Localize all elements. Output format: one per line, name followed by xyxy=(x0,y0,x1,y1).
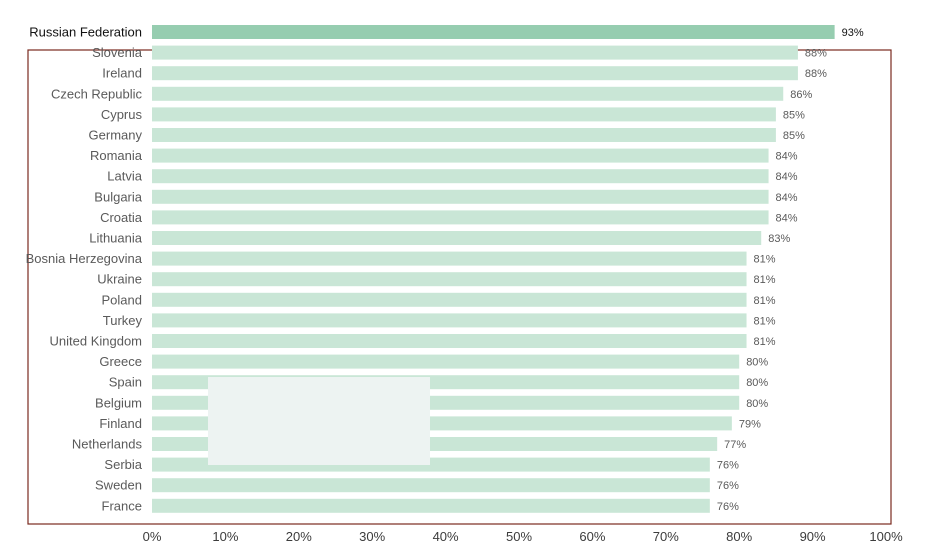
bar-bosnia-herzegovina xyxy=(152,251,747,266)
category-label-bulgaria: Bulgaria xyxy=(94,189,142,204)
bar-sweden xyxy=(152,478,710,493)
bar-czech-republic xyxy=(152,86,784,101)
bar-romania xyxy=(152,148,769,163)
value-label-finland: 79% xyxy=(739,418,761,430)
category-label-belgium: Belgium xyxy=(95,395,142,410)
value-label-serbia: 76% xyxy=(717,460,739,472)
value-label-netherlands: 77% xyxy=(724,439,746,451)
bar-slovenia xyxy=(152,45,798,60)
category-label-bosnia-herzegovina: Bosnia Herzegovina xyxy=(26,251,143,266)
value-label-latvia: 84% xyxy=(776,171,798,183)
category-label-romania: Romania xyxy=(90,148,143,163)
category-label-greece: Greece xyxy=(99,354,142,369)
category-label-serbia: Serbia xyxy=(104,457,142,472)
x-axis-ticks: 0% 10% 20% 30% 40% 50% 60% 70% 80% 90% 100% xyxy=(143,529,903,544)
bar-poland xyxy=(152,292,747,307)
value-label-ukraine: 81% xyxy=(754,274,776,286)
x-tick-label-10: 10% xyxy=(212,529,238,544)
value-label-united-kingdom: 81% xyxy=(754,336,776,348)
category-label-united-kingdom: United Kingdom xyxy=(50,334,143,349)
x-tick-label-70: 70% xyxy=(653,529,679,544)
category-label-russian-federation: Russian Federation xyxy=(29,25,142,40)
bar-france xyxy=(152,498,710,513)
category-label-spain: Spain xyxy=(109,375,142,390)
x-tick-label-50: 50% xyxy=(506,529,532,544)
bar-greece xyxy=(152,354,740,369)
x-tick-label-20: 20% xyxy=(286,529,312,544)
value-label-lithuania: 83% xyxy=(768,233,790,245)
value-label-poland: 81% xyxy=(754,295,776,307)
x-tick-label-100: 100% xyxy=(869,529,903,544)
value-label-ireland: 88% xyxy=(805,68,827,80)
value-label-czech-republic: 86% xyxy=(790,89,812,101)
value-label-croatia: 84% xyxy=(776,212,798,224)
bar-latvia xyxy=(152,169,769,184)
value-label-germany: 85% xyxy=(783,130,805,142)
value-label-bulgaria: 84% xyxy=(776,192,798,204)
bar-croatia xyxy=(152,210,769,225)
x-tick-label-90: 90% xyxy=(800,529,826,544)
bar-ireland xyxy=(152,66,798,81)
category-label-latvia: Latvia xyxy=(107,169,142,184)
value-label-turkey: 81% xyxy=(754,315,776,327)
value-label-sweden: 76% xyxy=(717,480,739,492)
x-tick-label-0: 0% xyxy=(143,529,162,544)
value-label-cyprus: 85% xyxy=(783,109,805,121)
category-label-netherlands: Netherlands xyxy=(72,437,143,452)
category-label-germany: Germany xyxy=(89,128,143,143)
category-label-turkey: Turkey xyxy=(103,313,143,328)
category-label-ukraine: Ukraine xyxy=(97,272,142,287)
category-label-slovenia: Slovenia xyxy=(92,45,143,60)
category-label-poland: Poland xyxy=(102,292,142,307)
bar-cyprus xyxy=(152,107,776,122)
category-label-finland: Finland xyxy=(99,416,142,431)
category-label-czech-republic: Czech Republic xyxy=(51,86,143,101)
value-label-belgium: 80% xyxy=(746,398,768,410)
bars-group xyxy=(152,25,835,513)
bar-lithuania xyxy=(152,231,762,245)
value-label-slovenia: 88% xyxy=(805,48,827,60)
x-tick-label-80: 80% xyxy=(726,529,752,544)
value-label-russian-federation: 93% xyxy=(842,27,864,39)
value-label-romania: 84% xyxy=(776,151,798,163)
bar-germany xyxy=(152,128,776,142)
bar-ukraine xyxy=(152,272,747,287)
category-label-ireland: Ireland xyxy=(102,66,142,81)
x-tick-label-30: 30% xyxy=(359,529,385,544)
value-labels: 93% 88% 88% 86% 85% 85% 84% 84% 84% 84% 83% 81% 81% 8… xyxy=(717,27,864,513)
value-label-greece: 80% xyxy=(746,357,768,369)
bar-united-kingdom xyxy=(152,334,747,348)
blank-overlay-box xyxy=(208,377,430,465)
value-label-france: 76% xyxy=(717,501,739,513)
category-labels: Russian Federation Slovenia Ireland Czech R… xyxy=(26,25,143,514)
bar-turkey xyxy=(152,313,747,328)
x-tick-label-40: 40% xyxy=(433,529,459,544)
bar-bulgaria xyxy=(152,189,769,204)
value-label-spain: 80% xyxy=(746,377,768,389)
category-label-france: France xyxy=(102,498,142,513)
x-tick-label-60: 60% xyxy=(579,529,605,544)
bar-russian-federation xyxy=(152,25,835,39)
category-label-sweden: Sweden xyxy=(95,478,142,493)
category-label-cyprus: Cyprus xyxy=(101,107,143,122)
category-label-croatia: Croatia xyxy=(100,210,143,225)
category-label-lithuania: Lithuania xyxy=(89,231,143,246)
value-label-bosnia-herzegovina: 81% xyxy=(754,254,776,266)
